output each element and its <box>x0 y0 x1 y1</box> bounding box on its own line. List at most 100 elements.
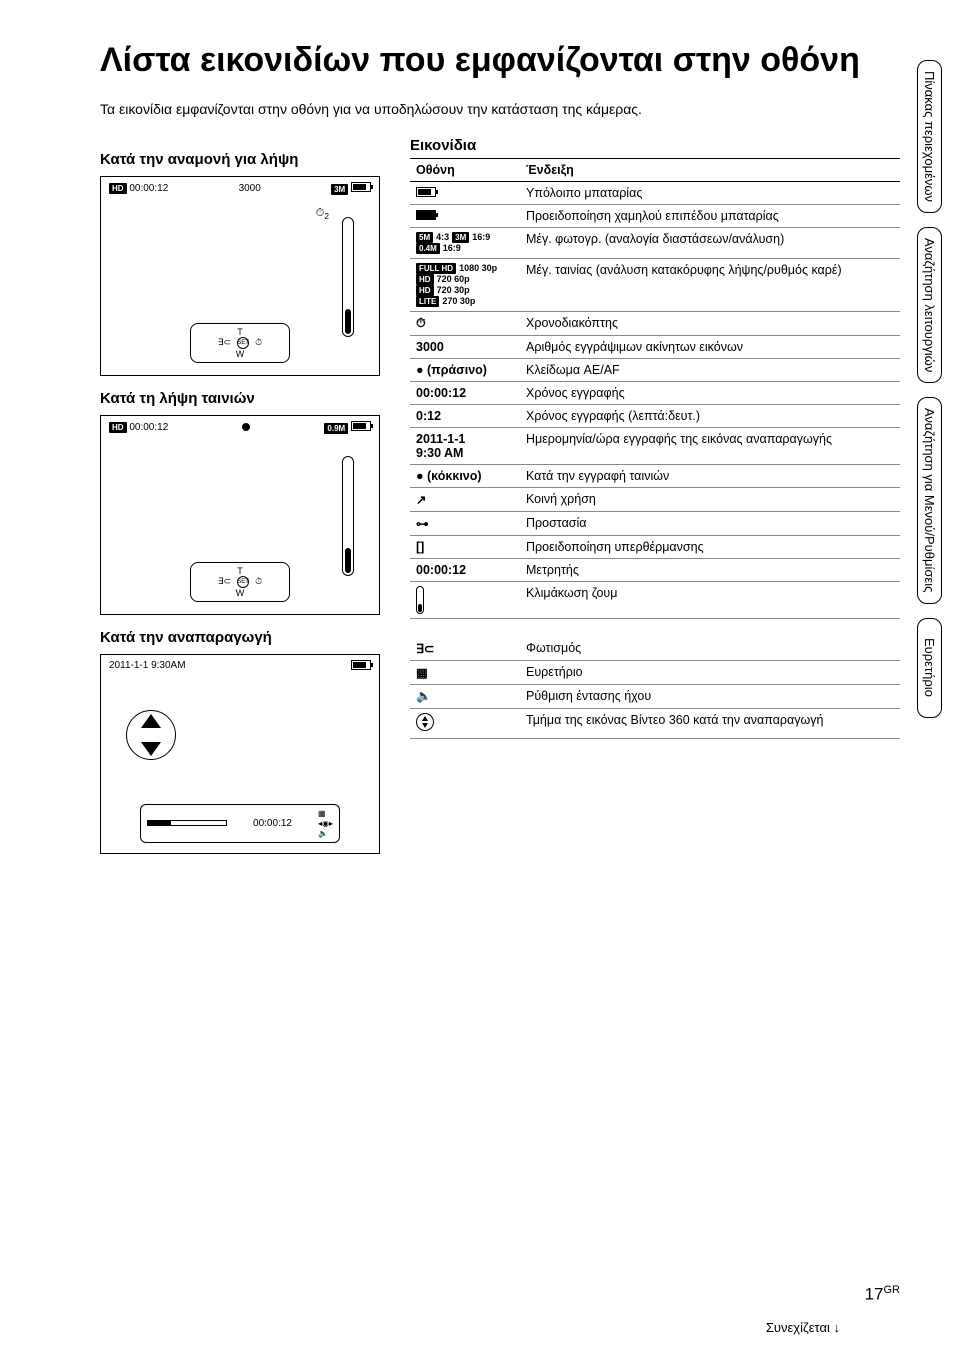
table-row: Τμήμα της εικόνας Βίντεο 360 κατά την αν… <box>410 708 900 738</box>
desc-cell: Χρόνος εγγραφής (λεπτά:δευτ.) <box>520 404 900 427</box>
page-number: 17GR <box>865 1284 900 1305</box>
icon-label-cell: ● (πράσινο) <box>410 358 520 381</box>
desc-cell: Κλείδωμα AE/AF <box>520 358 900 381</box>
movie-label: Κατά τη λήψη ταινιών <box>100 390 380 407</box>
desc-cell: Χρονοδιακόπτης <box>520 311 900 335</box>
icon-label-cell: 0:12 <box>410 404 520 427</box>
set-circle2: SET <box>237 576 249 588</box>
dpad-w: W <box>236 349 245 359</box>
icon-label-cell: ● (κόκκινο) <box>410 464 520 487</box>
icon-label-cell: 3000 <box>410 335 520 358</box>
icon-table-2: ∃⊂ Φωτισμός▦Ευρετήριο 🔈 Ρύθμιση έντασης ήχο… <box>410 637 900 739</box>
battery-icon2 <box>351 421 371 431</box>
battery-icon <box>351 182 371 192</box>
playback-controls: 00:00:12 ▦ ◂◉▸ 🔈 <box>140 804 340 843</box>
th-screen: Οθόνη <box>410 158 520 181</box>
side-tab-menu[interactable]: Αναζήτηση για Μενού/Ρυθμίσεις <box>917 397 942 603</box>
desc-cell: Ρύθμιση έντασης ήχου <box>520 684 900 708</box>
desc-cell: Χρόνος εγγραφής <box>520 381 900 404</box>
table-row: 🔈 Ρύθμιση έντασης ήχου <box>410 684 900 708</box>
desc-cell: Κλιμάκωση ζουμ <box>520 581 900 618</box>
table-row: 00:00:12Χρόνος εγγραφής <box>410 381 900 404</box>
icon-label-cell: ⏱ <box>410 311 520 335</box>
desc-cell: Προειδοποίηση υπερθέρμανσης <box>520 535 900 558</box>
grid-icon-small: ▦ <box>318 809 333 818</box>
nav-icon-small: ◂◉▸ <box>318 819 333 828</box>
lcd-count: 3000 <box>239 183 261 194</box>
progress-bar <box>147 820 227 826</box>
icons-header: Εικονίδια <box>410 137 900 154</box>
table-row: 00:00:12Μετρητής <box>410 558 900 581</box>
side-tab-functions[interactable]: Αναζήτηση λειτουργιών <box>917 227 942 383</box>
dpad-t: T <box>237 327 243 337</box>
icon-label-cell: [] <box>410 535 520 558</box>
playback-disc-icon <box>126 710 176 760</box>
battery-icon-row <box>416 187 436 197</box>
table-row: ↗Κοινή χρήση <box>410 487 900 511</box>
intro-text: Τα εικονίδια εμφανίζονται στην οθόνη για… <box>100 101 680 117</box>
lcd-playback: 2011-1-1 9:30AM 00:00:12 ▦ ◂◉▸ 🔈 <box>100 654 380 854</box>
playback-time: 00:00:12 <box>253 818 292 829</box>
table-row: ● (κόκκινο)Κατά την εγγραφή ταινιών <box>410 464 900 487</box>
table-row: ⏱Χρονοδιακόπτης <box>410 311 900 335</box>
table-row: ● (πράσινο)Κλείδωμα AE/AF <box>410 358 900 381</box>
desc-cell: Αριθμός εγγράψιμων ακίνητων εικόνων <box>520 335 900 358</box>
page-title: Λίστα εικονιδίων που εμφανίζονται στην ο… <box>100 40 900 81</box>
table-row: []Προειδοποίηση υπερθέρμανσης <box>410 535 900 558</box>
zoom-scale-icon <box>416 586 424 614</box>
desc-cell: Τμήμα της εικόνας Βίντεο 360 κατά την αν… <box>520 708 900 738</box>
light-icon-row: ∃⊂ <box>416 642 434 656</box>
desc-cell: Φωτισμός <box>520 637 900 661</box>
zoom-bar2 <box>342 456 354 576</box>
table-row: ▦Ευρετήριο <box>410 660 900 684</box>
side-tab-index[interactable]: Ευρετήριο <box>917 618 942 718</box>
desc-cell: Μέγ. ταινίας (ανάλυση κατακόρυφης λήψης/… <box>520 258 900 311</box>
icon-label-cell: 00:00:12 <box>410 558 520 581</box>
size-badge2: 0.9M <box>324 423 348 434</box>
table-row: 0:12Χρόνος εγγραφής (λεπτά:δευτ.) <box>410 404 900 427</box>
speaker-icon-row: 🔈 <box>416 689 432 703</box>
table-row: FULL HD1080 30pHD720 60pHD720 30pLITE270… <box>410 258 900 311</box>
desc-cell: Κατά την εγγραφή ταινιών <box>520 464 900 487</box>
icon-label-cell: 00:00:12 <box>410 381 520 404</box>
desc-cell: Υπόλοιπο μπαταρίας <box>520 181 900 204</box>
icon-label-cell: ↗ <box>410 487 520 511</box>
dpad-t2: T <box>237 566 243 576</box>
desc-cell: Μετρητής <box>520 558 900 581</box>
continued-label: Συνεχίζεται ↓ <box>766 1320 840 1335</box>
photo-size-icons: 5M4:3 3M16:9 <box>416 232 514 243</box>
zoom-bar <box>342 217 354 337</box>
light-icon: ∃⊂ <box>218 337 231 348</box>
size-badge: 3M <box>331 184 348 195</box>
table-row: Προειδοποίηση χαμηλού επιπέδου μπαταρίας <box>410 204 900 227</box>
table-row: 5M4:3 3M16:90.4M16:9Μέγ. φωτογρ. (αναλογ… <box>410 227 900 258</box>
dpad2: T ∃⊂ SET ⏱ W <box>190 562 290 602</box>
th-indication: Ένδειξη <box>520 158 900 181</box>
desc-cell: Προειδοποίηση χαμηλού επιπέδου μπαταρίας <box>520 204 900 227</box>
hd-badge: HD <box>109 183 127 194</box>
timer-icon: ⏱2 <box>316 207 329 221</box>
playback-label: Κατά την αναπαραγωγή <box>100 629 380 646</box>
rec-dot-icon <box>242 423 250 431</box>
speaker-icon-small: 🔈 <box>318 829 333 838</box>
light-icon2: ∃⊂ <box>218 576 231 587</box>
icon-label-cell: 2011-1-1 9:30 AM <box>410 427 520 464</box>
desc-cell: Κοινή χρήση <box>520 487 900 511</box>
video360-icon <box>416 713 434 731</box>
desc-cell: Μέγ. φωτογρ. (αναλογία διαστάσεων/ανάλυσ… <box>520 227 900 258</box>
table-row: ⊶Προστασία <box>410 511 900 535</box>
hd-badge2: HD <box>109 422 127 433</box>
timer-dpad-icon2: ⏱ <box>255 576 262 587</box>
desc-cell: Ημερομηνία/ώρα εγγραφής της εικόνας αναπ… <box>520 427 900 464</box>
table-row: 2011-1-1 9:30 AMΗμερομηνία/ώρα εγγραφής … <box>410 427 900 464</box>
set-circle: SET <box>237 337 249 349</box>
side-tab-toc[interactable]: Πίνακας περιεχομένων <box>917 60 942 213</box>
table-row: Κλιμάκωση ζουμ <box>410 581 900 618</box>
movie-size-icons: FULL HD1080 30p <box>416 263 514 274</box>
standby-label: Κατά την αναμονή για λήψη <box>100 151 380 168</box>
battery-icon3 <box>351 660 371 670</box>
desc-cell: Προστασία <box>520 511 900 535</box>
lcd-time2: 00:00:12 <box>129 422 168 433</box>
grid-icon-row: ▦ <box>416 666 428 680</box>
timer-dpad-icon: ⏱ <box>255 337 262 348</box>
